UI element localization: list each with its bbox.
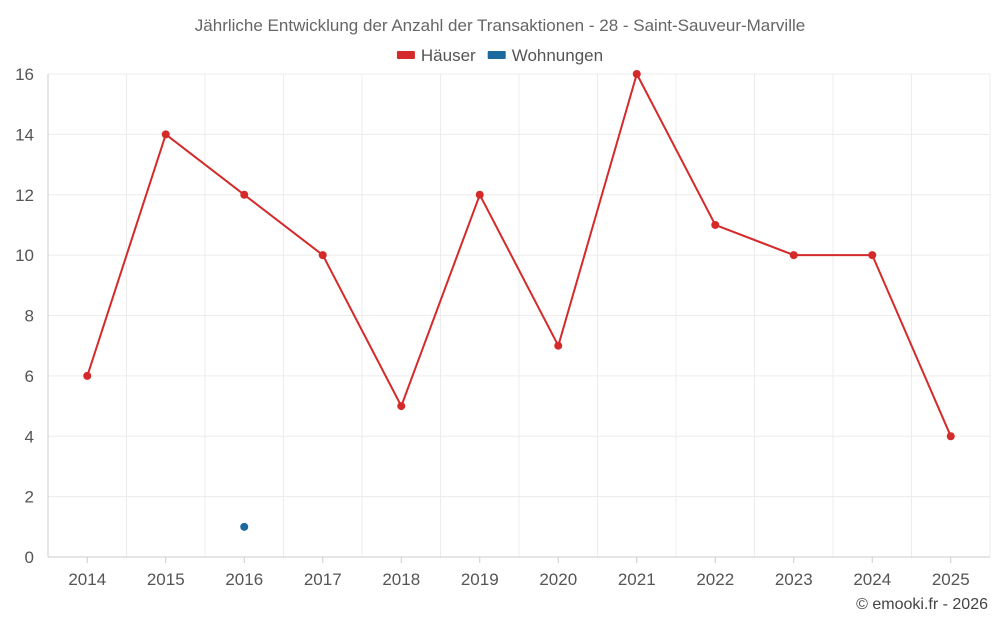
data-point — [161, 130, 170, 139]
credit-text: © emooki.fr - 2026 — [856, 596, 988, 613]
y-tick-label: 12 — [15, 186, 34, 205]
legend-swatch — [396, 51, 415, 59]
data-point — [397, 402, 406, 411]
y-tick-label: 14 — [15, 125, 34, 144]
series-layer — [83, 70, 955, 531]
legend-item: Wohnungen — [487, 46, 603, 65]
series-line-häuser — [86, 73, 952, 437]
data-point — [868, 251, 877, 260]
x-tick-label: 2022 — [696, 570, 734, 589]
legend: Häuser Wohnungen — [396, 46, 603, 65]
chart-title: Jährliche Entwicklung der Anzahl der Tra… — [195, 16, 805, 35]
y-tick-label: 8 — [25, 307, 34, 326]
y-tick-label: 16 — [15, 65, 34, 84]
data-point — [83, 371, 92, 380]
data-point — [946, 432, 955, 441]
x-tick-label: 2016 — [225, 570, 263, 589]
y-tick-label: 6 — [25, 367, 34, 386]
legend-label: Häuser — [421, 46, 476, 65]
x-tick-label: 2017 — [304, 570, 342, 589]
data-point — [632, 70, 641, 78]
y-tick-label: 4 — [25, 427, 34, 446]
y-tick-label: 10 — [15, 246, 34, 265]
x-tick-label: 2023 — [775, 570, 813, 589]
grid — [47, 73, 991, 557]
data-point — [240, 190, 249, 199]
data-point — [711, 220, 720, 229]
data-point — [240, 522, 249, 531]
legend-label: Wohnungen — [512, 46, 603, 65]
legend-item: Häuser — [396, 46, 476, 65]
data-point — [789, 251, 798, 260]
x-tick-label: 2025 — [932, 570, 970, 589]
data-point — [318, 251, 327, 260]
x-tick-label: 2020 — [539, 570, 577, 589]
data-point — [554, 341, 563, 350]
y-tick-label: 2 — [25, 488, 34, 507]
x-tick-label: 2015 — [147, 570, 185, 589]
y-tick-label: 0 — [25, 548, 34, 567]
data-point — [475, 190, 484, 199]
legend-swatch — [487, 51, 506, 59]
x-tick-label: 2021 — [618, 570, 656, 589]
x-tick-label: 2019 — [461, 570, 499, 589]
x-tick-label: 2014 — [68, 570, 106, 589]
x-tick-label: 2024 — [853, 570, 891, 589]
x-tick-label: 2018 — [382, 570, 420, 589]
axes: 0 2 4 6 8 10 12 14 16 2014 2015 2016 2017 2018 2019 202… — [15, 65, 990, 589]
